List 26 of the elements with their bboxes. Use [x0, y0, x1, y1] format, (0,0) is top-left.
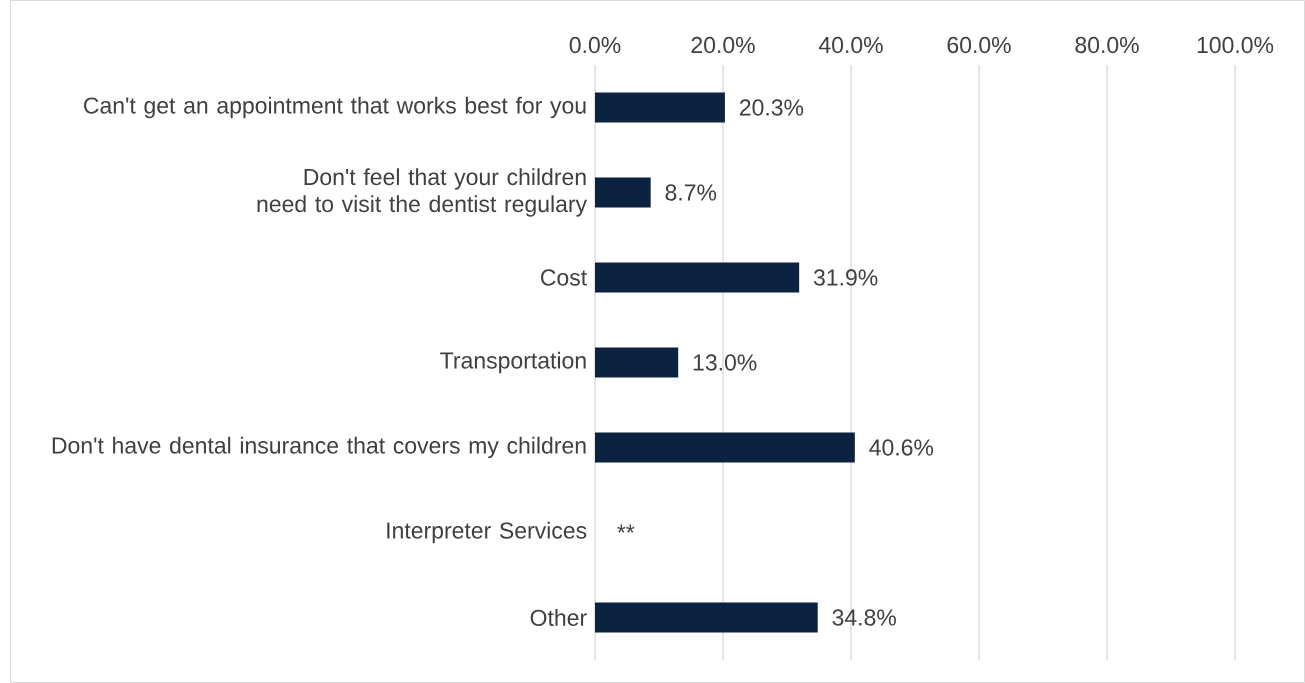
bar: [595, 177, 651, 208]
text: **: [617, 524, 635, 533]
y-tick-label: Cost: [541, 269, 587, 286]
y-tick-label: Other: [530, 609, 587, 626]
data-label: 40.6%: [869, 439, 934, 456]
bar: [595, 432, 855, 463]
y-tick-label: Interpreter Services: [387, 521, 587, 544]
data-label: 34.8%: [832, 609, 896, 626]
x-tick-label: 100.0%: [1197, 36, 1274, 54]
y-tick-label: Don't have dental insurance that covers my children: [52, 436, 586, 459]
data-label: 13.0%: [693, 354, 757, 371]
bar: [595, 92, 725, 123]
y-tick-label: Transportation: [440, 351, 586, 374]
bar: [595, 347, 679, 378]
data-label: 20.3%: [739, 99, 804, 116]
x-tick-label: 0.0%: [569, 36, 621, 54]
bar: [595, 602, 818, 633]
x-tick-label: 40.0%: [818, 36, 883, 54]
y-tick-label: Don't feel that your children need to visit the dentist regulary: [257, 168, 588, 217]
x-tick-label: 60.0%: [947, 36, 1011, 54]
x-tick-label: 20.0%: [691, 36, 755, 54]
y-tick-label: Can't get an appointment that works best for you: [84, 96, 586, 119]
bar: [595, 262, 800, 293]
x-tick-label: 80.0%: [1075, 36, 1139, 54]
data-label: 31.9%: [813, 269, 878, 286]
data-label: 8.7%: [665, 184, 717, 201]
